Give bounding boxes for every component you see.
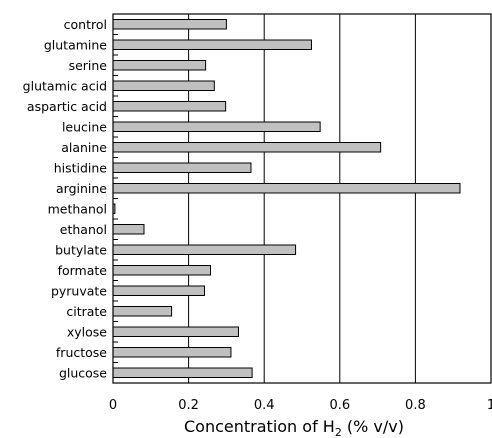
x-axis-title-unit: (% v/v): [342, 417, 404, 436]
x-tick-label: 0.8: [405, 398, 426, 413]
category-label: glutamine: [44, 37, 107, 52]
bar-serine: [112, 60, 207, 71]
x-axis-title: Concentration of H2 (% v/v): [184, 417, 404, 438]
x-axis-title-main: Concentration of H: [184, 417, 335, 436]
grid-lines: [188, 14, 416, 383]
category-label: citrate: [66, 304, 107, 319]
bar-butylate: [112, 244, 297, 255]
bar-formate: [112, 265, 212, 276]
x-tick-label: 0.6: [329, 398, 350, 413]
x-tick-label: 1: [487, 398, 492, 413]
x-axis-ticks: 0 0.2 0.4 0.6 0.8 1: [109, 34, 492, 413]
bars: [112, 19, 461, 378]
bar-alanine: [112, 142, 382, 153]
category-label: leucine: [62, 119, 107, 134]
bar-xylose: [112, 326, 239, 337]
category-label: alanine: [61, 140, 107, 155]
x-tick-label: 0: [109, 398, 117, 413]
bar-leucine: [112, 121, 321, 132]
bar-arginine: [112, 183, 461, 194]
bar-aspartic-acid: [112, 101, 227, 112]
category-label: ethanol: [60, 222, 107, 237]
bar-histidine: [112, 162, 252, 173]
bar-citrate: [112, 306, 173, 317]
bar-fructose: [112, 347, 232, 358]
category-label: butylate: [55, 242, 107, 257]
bar-pyruvate: [112, 285, 205, 296]
x-tick-label: 0.2: [178, 398, 199, 413]
category-label: glutamic acid: [23, 78, 107, 93]
bar-glucose: [112, 367, 253, 378]
category-label: glucose: [59, 365, 107, 380]
category-label: formate: [58, 263, 108, 278]
x-tick-label: 0.4: [254, 398, 275, 413]
category-label: arginine: [56, 181, 107, 196]
x-axis-title-subscript: 2: [335, 426, 342, 438]
category-label: aspartic acid: [27, 99, 107, 114]
category-label: pyruvate: [51, 283, 107, 298]
category-label: xylose: [67, 324, 107, 339]
plot-frame: [112, 13, 492, 384]
bar-glutamic-acid: [112, 80, 215, 91]
category-label: control: [64, 17, 107, 32]
category-labels: control glutamine serine glutamic acid aspar…: [23, 17, 108, 381]
category-label: serine: [69, 58, 108, 73]
category-label: histidine: [54, 160, 108, 175]
category-label: methanol: [48, 201, 107, 216]
category-label: fructose: [56, 345, 107, 360]
bar-glutamine: [112, 39, 312, 50]
bar-ethanol: [112, 224, 145, 235]
bar-control: [112, 19, 227, 30]
